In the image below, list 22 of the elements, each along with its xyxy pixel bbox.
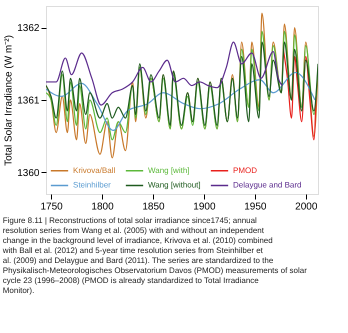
- line-series: [282, 48, 317, 140]
- legend-label: Steinhilber: [73, 180, 112, 190]
- caption: Figure 8.11 | Reconstructions of total solar irradiance since1745; annual resolution series from Wang et al. (2005) with and without an independent change in the background level of irradiance, Krivova et al. (2010) combined with Ball et al. (2012) and 5-year time resolution series from Steinhilber et al. (2009) and Delaygue and Bard (2011). The series are standardized to the Physikalisch-Meteorologisches Observatorium Davos (PMOD) measurements of solar cycle 23 (1996–2008) (PMOD is already standardized to Total Irradiance Monitor).: [2, 216, 308, 295]
- y-tick-label: 1360: [17, 168, 40, 179]
- x-tick-label: 1800: [91, 202, 114, 212]
- x-tick-label: 2000: [295, 202, 318, 212]
- y-tick-label: 1361: [17, 96, 40, 106]
- x-tick-label: 1950: [244, 202, 267, 212]
- legend-label: Wang [without]: [148, 180, 201, 190]
- x-tick-label: 1850: [142, 202, 166, 212]
- legend-label: Wang [with]: [148, 166, 190, 175]
- line-series: [46, 72, 316, 131]
- x-tick-label: 1900: [193, 202, 216, 212]
- x-tick-label: 1750: [40, 202, 64, 212]
- legend-label: Delaygue and Bard: [233, 180, 302, 190]
- legend-label: PMOD: [233, 166, 258, 175]
- legend-label: Krivova/Ball: [73, 166, 116, 175]
- line-series: [46, 42, 283, 106]
- line-series: [46, 30, 318, 140]
- y-axis-title: Total Solar Irradiance (W m⁻²): [3, 35, 14, 166]
- line-series: [46, 42, 318, 126]
- y-tick-label: 1362: [17, 23, 40, 34]
